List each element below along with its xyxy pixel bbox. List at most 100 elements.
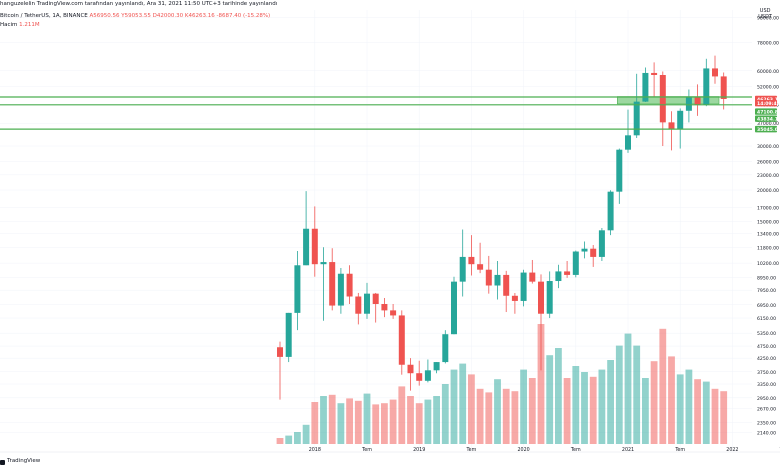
price-tick-label: 3350.00 [757,382,776,388]
candle-body [494,274,501,286]
time-tick-label: 2019 [413,447,425,453]
price-tick-label: 8950.00 [757,275,776,281]
price-tick-label: 6950.00 [757,303,776,309]
price-tick-label: 98000.00 [757,15,779,21]
candle-body [407,364,414,374]
volume-bar [450,369,458,444]
volume-bar [468,374,475,444]
candle-body [451,281,457,335]
candle-body [277,347,283,357]
price-tag-label: 46263.16 [757,97,780,103]
volume-bar [494,379,501,444]
candle-body [694,97,701,105]
price-tick-label: 7950.00 [757,288,776,294]
candle-body [416,373,423,381]
price-tag-label: 43834.10 [757,116,780,122]
candle-body [616,149,623,192]
published-caption: hanguzelelin TradingView.com tarafından … [0,1,278,7]
volume-bar [668,356,675,444]
time-tick-label: Tem [674,447,685,453]
volume-bar [389,399,397,444]
candle-body [511,295,518,301]
candle-body [633,101,640,136]
candle-body [590,248,597,257]
candle-body [564,271,571,275]
volume-bar [615,345,623,444]
candle-body [311,228,318,265]
candle-body [381,303,388,311]
volume-label: Hacim [0,22,18,28]
volume-bar [650,361,658,444]
price-tick-label: 78000.00 [757,40,779,46]
volume-bar [581,372,588,444]
time-tick-label: 2021 [622,447,634,453]
currency-unit[interactable]: USD USDT [758,8,772,20]
candle-body [546,281,553,314]
candle-body [685,97,692,111]
candle-body [538,281,544,314]
candle-body [720,76,727,99]
time-axis[interactable]: 2018Tem2019Tem2020Tem2021Tem2022Tem2023T… [0,447,780,453]
time-tick-label: Tem [361,447,372,453]
candle-body [625,135,631,150]
price-tick-label: 10200.00 [757,261,779,267]
volume-bar [337,403,345,444]
candle-body [337,273,344,306]
time-tick-label: Tem [466,447,477,453]
tradingview-logo-icon [0,460,5,465]
price-tick-label: 20000.00 [757,188,779,194]
candle-body [555,271,562,282]
price-tick-label: 52000.00 [757,84,779,90]
price-axis-bg [752,0,780,452]
volume-bar [694,379,701,444]
volume-bar [720,391,728,444]
price-tick-label: 11800.00 [757,245,779,251]
time-tick-label: 2022 [726,447,738,453]
volume-value: 1.211M [19,22,40,28]
volume-bar [311,402,319,444]
price-tick-label: 5350.00 [757,331,776,337]
candle-body [598,230,605,257]
volume-bar [502,388,510,444]
time-tick-label: 2018 [309,447,321,453]
volume-bar [676,374,684,444]
candle-body [503,274,510,296]
volume-bar [328,394,336,444]
price-tick-label: 26000.00 [757,160,779,166]
volume-bar [511,391,519,444]
price-tick-label: 60000.00 [757,69,779,75]
candle-body [390,310,397,316]
volume-bar [685,369,693,444]
price-tick-label: 3750.00 [757,370,776,376]
volume-bar [415,403,423,444]
footer-brand: TradingView [7,458,41,464]
price-axis[interactable]: 98000.0078000.0060000.0052000.0044000.00… [752,0,780,452]
candle-body [642,72,649,102]
volume-bar [346,398,353,444]
candle-body [529,272,536,282]
price-tag-label: 35045.00 [757,127,780,133]
price-tick-label: 4750.00 [757,344,776,350]
symbol-line: Bitcoin / TetherUS, 1A, BINANCE A56950.5… [0,13,270,19]
candle-body [581,248,588,252]
candle-body [485,269,492,286]
price-tick-label: 13400.00 [757,232,779,238]
horizontal-levels[interactable] [0,96,752,130]
candle-body [677,110,684,130]
volume-bar [520,369,527,444]
candle-body [372,293,379,304]
candle-body [433,362,440,371]
time-tick-label: Tem [570,447,581,453]
volume-bar [702,381,710,444]
price-tick-label: 37000.00 [757,121,779,127]
volume-bar [354,400,362,444]
candle-body [303,228,310,266]
volume-bar [659,328,667,444]
volume-bar [555,348,562,444]
volume-bar [589,376,597,444]
candle-body [294,265,301,313]
volume-bar [433,396,440,444]
candle-body [355,296,362,314]
